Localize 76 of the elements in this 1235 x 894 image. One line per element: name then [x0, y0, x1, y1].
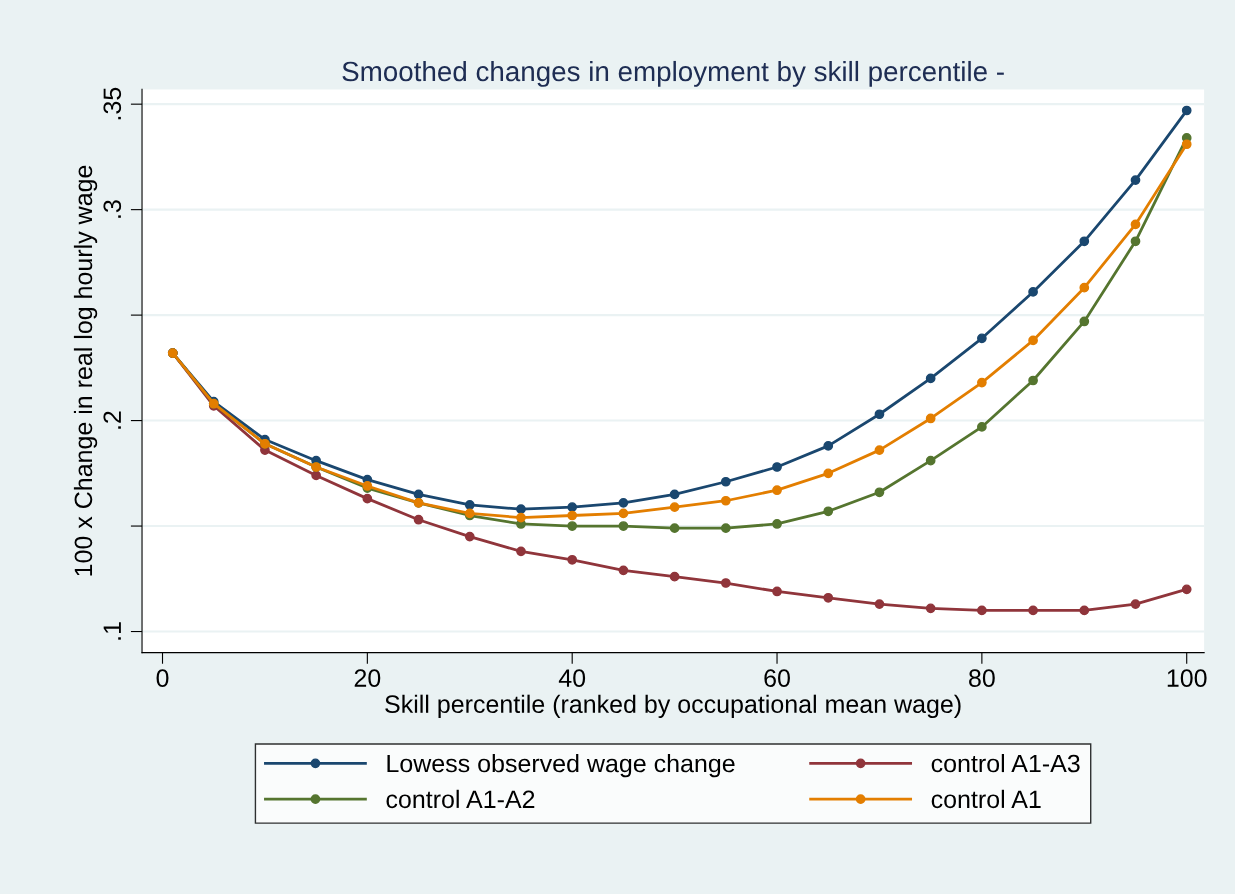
- point: [925, 603, 936, 614]
- point: [669, 523, 680, 534]
- y-tick-label: .3: [103, 200, 122, 218]
- point: [516, 504, 526, 515]
- y-tick-label: .35: [103, 87, 122, 120]
- x-tick-label: 80: [969, 669, 995, 687]
- point: [874, 409, 885, 420]
- point: [1079, 605, 1090, 616]
- point: [1181, 584, 1192, 595]
- point: [823, 468, 834, 479]
- point: [516, 512, 526, 523]
- point: [413, 514, 424, 525]
- point: [618, 508, 629, 519]
- point: [823, 592, 834, 603]
- point: [618, 565, 629, 576]
- y-axis-title: 100 x Change in real log hourly wage: [73, 165, 98, 576]
- point: [464, 500, 475, 510]
- point: [669, 502, 680, 512]
- point: [618, 497, 629, 508]
- x-axis-title: Skill percentile (ranked by occupational mean wage): [385, 694, 961, 718]
- legend-label: control A1-A3: [931, 753, 1080, 773]
- point: [823, 441, 834, 451]
- point: [567, 554, 578, 565]
- point: [720, 578, 731, 588]
- point: [720, 476, 731, 487]
- point: [977, 605, 987, 616]
- point: [1130, 175, 1141, 185]
- x-tick-label: 0: [156, 669, 169, 687]
- point: [618, 521, 629, 531]
- point: [516, 546, 526, 557]
- point: [977, 333, 987, 344]
- y-tick-label: .2: [103, 411, 121, 429]
- point: [1079, 282, 1090, 293]
- point: [1181, 139, 1192, 150]
- point: [925, 455, 936, 466]
- point: [1028, 375, 1038, 386]
- point: [311, 470, 322, 481]
- point: [669, 489, 680, 500]
- point: [567, 521, 578, 531]
- point: [567, 502, 578, 512]
- chart-title: Smoothed changes in employment by skill percentile -: [342, 60, 1004, 87]
- legend-label: control A1: [931, 789, 1041, 809]
- point: [1028, 335, 1038, 346]
- x-tick-label: 40: [558, 669, 586, 687]
- legend-label: Lowess observed wage change: [387, 753, 735, 778]
- x-tick-label: 100: [1167, 669, 1207, 687]
- point: [669, 571, 680, 582]
- legend-label: control A1-A2: [386, 789, 535, 809]
- point: [874, 487, 885, 498]
- point: [772, 485, 782, 496]
- point: [977, 422, 987, 432]
- point: [823, 506, 834, 517]
- point: [1181, 105, 1192, 116]
- point: [925, 373, 936, 384]
- point: [1130, 236, 1141, 247]
- point: [772, 586, 782, 597]
- point: [1028, 287, 1038, 297]
- point: [977, 377, 987, 388]
- point: [874, 599, 885, 609]
- point: [925, 413, 936, 424]
- point: [720, 523, 731, 534]
- point: [1130, 599, 1141, 609]
- point: [772, 462, 782, 472]
- point: [772, 519, 782, 529]
- point: [1028, 605, 1038, 616]
- point: [567, 510, 578, 521]
- y-tick-label: .1: [103, 622, 121, 640]
- point: [720, 495, 731, 506]
- x-tick-label: 60: [764, 669, 790, 687]
- point: [874, 445, 885, 455]
- point: [1079, 236, 1090, 247]
- point: [464, 531, 475, 542]
- point: [362, 493, 373, 504]
- point: [1130, 219, 1141, 230]
- x-tick-label: 20: [354, 669, 381, 687]
- point: [1079, 316, 1090, 327]
